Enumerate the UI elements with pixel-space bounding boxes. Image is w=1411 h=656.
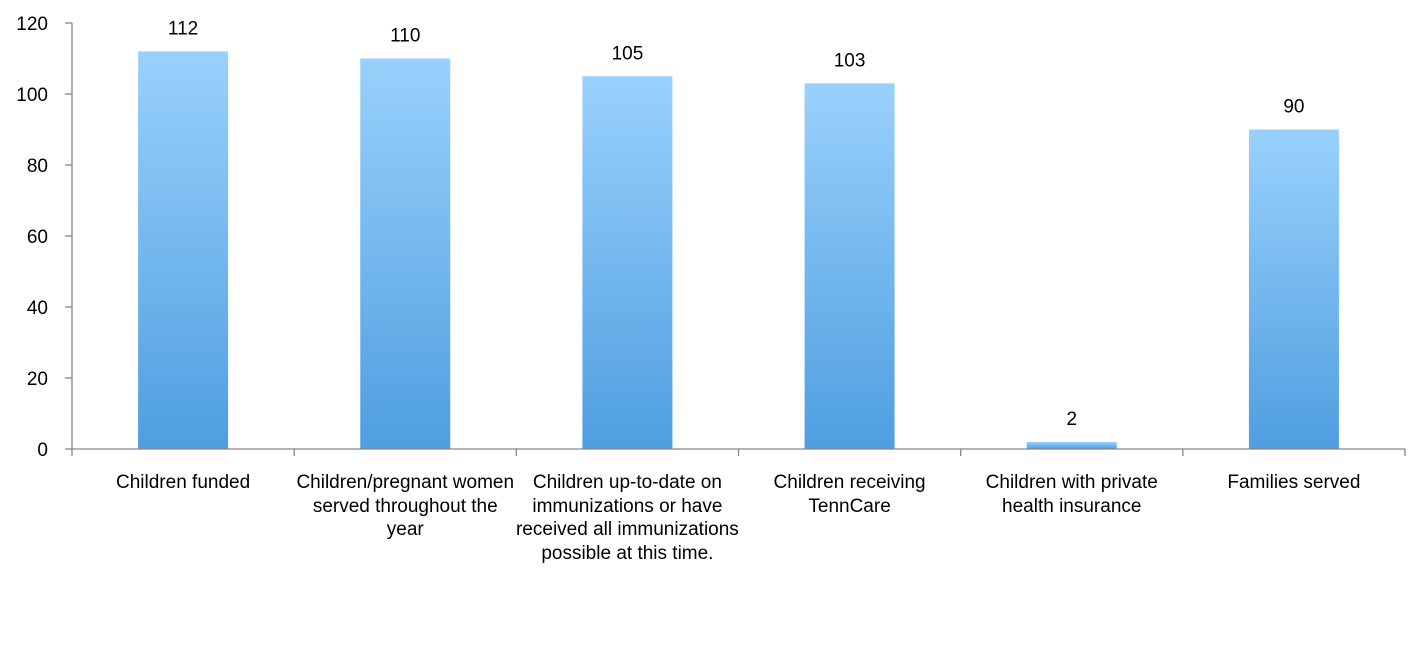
category-label: Children receiving TennCare (773, 472, 926, 517)
data-labels: 112 110 105 103 2 90 (168, 18, 1305, 430)
data-label: 103 (834, 50, 866, 71)
y-tick-label: 80 (27, 156, 48, 177)
bar (1026, 441, 1117, 449)
data-label: 2 (1066, 409, 1077, 430)
data-label: 110 (390, 26, 420, 47)
y-tick-label: 100 (16, 85, 48, 106)
category-label: Children up-to-date on immunizations or … (515, 472, 739, 564)
bar (582, 76, 673, 449)
data-label: 112 (168, 18, 198, 39)
data-label: 105 (612, 43, 644, 64)
category-label: Children funded (116, 472, 251, 493)
y-tick-label: 60 (27, 227, 48, 248)
axes-group (65, 22, 1406, 456)
category-label: Children with private health insurance (985, 472, 1158, 517)
y-tick-label: 0 (37, 440, 48, 461)
bars-group (138, 51, 1339, 450)
bar (360, 58, 451, 449)
category-label: Children/pregnant women served throughou… (296, 472, 515, 540)
category-label: Families served (1227, 472, 1361, 493)
y-tick-labels: 0 20 40 60 80 100 120 (16, 14, 48, 461)
y-tick-label: 20 (27, 369, 48, 390)
data-label: 90 (1283, 97, 1304, 118)
bar (1248, 129, 1339, 449)
bar (138, 51, 229, 450)
y-tick-label: 40 (27, 298, 48, 319)
y-tick-label: 120 (16, 14, 48, 35)
bar (804, 83, 895, 449)
